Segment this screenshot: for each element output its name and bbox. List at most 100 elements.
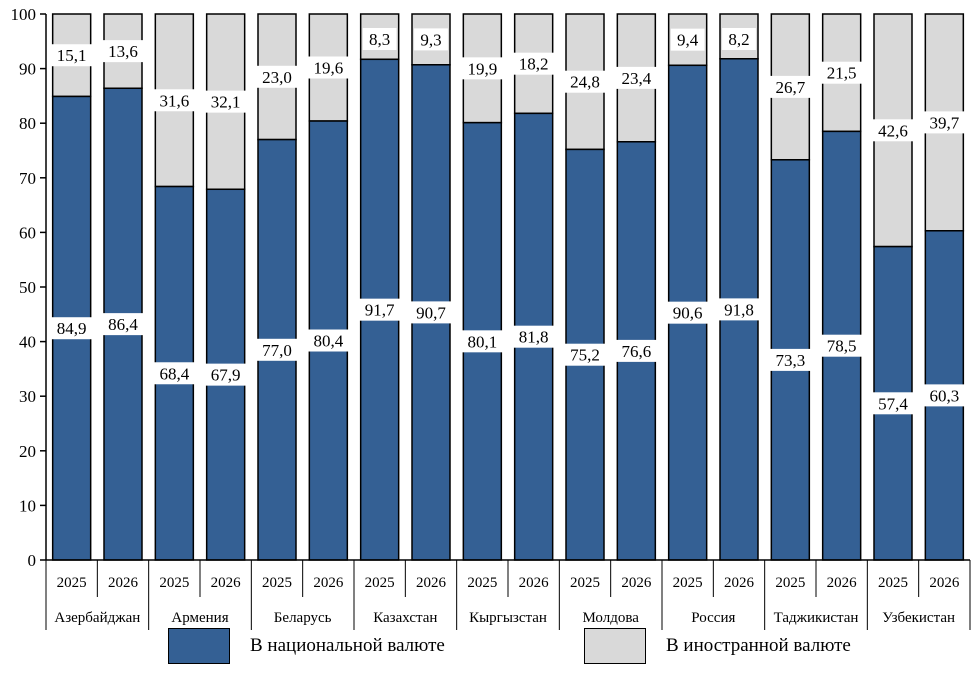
category-label: Азербайджан [54,610,140,626]
data-label-national: 81,8 [519,328,549,347]
legend-label-foreign: В иностранной валюте [666,635,851,656]
category-label: Таджикистан [774,610,859,626]
data-label-foreign-bg [722,28,756,50]
year-label: 2026 [724,575,755,591]
category-label: Беларусь [274,610,332,626]
data-label-national-bg [409,301,453,324]
data-label-national-bg [717,298,761,321]
data-label-national-bg [101,313,145,336]
data-label-national: 76,6 [621,342,651,361]
year-label: 2025 [673,575,703,591]
data-label-foreign-bg [50,44,93,67]
data-label-foreign: 8,2 [728,30,749,49]
legend-item-national: В национальной валюте [168,627,445,665]
data-label-national-bg [461,330,504,353]
data-label-national: 68,4 [159,364,189,383]
category-label: Узбекистан [882,610,955,626]
y-tick-label: 80 [19,114,36,133]
data-label-foreign-bg [923,111,966,134]
year-label: 2025 [570,575,600,591]
category-label: Казахстан [373,610,437,626]
category-label: Молдова [582,610,639,626]
data-label-foreign: 19,6 [313,59,343,78]
year-label: 2026 [827,575,858,591]
data-label-foreign: 8,3 [369,30,390,49]
data-label-foreign-bg [153,89,196,112]
year-label: 2025 [467,575,497,591]
y-tick-label: 90 [19,60,36,79]
data-label-national: 84,9 [57,319,87,338]
y-tick-label: 60 [19,223,36,242]
year-label: 2026 [519,575,550,591]
data-label-foreign: 18,2 [519,55,549,74]
data-label-national: 86,4 [108,315,138,334]
data-label-national-bg [204,363,247,386]
data-label-foreign-bg [871,119,915,142]
data-label-foreign: 32,1 [211,93,241,112]
category-label: Кыргызстан [469,610,547,626]
data-label-foreign-bg [204,90,247,113]
data-label-national-bg [50,317,93,340]
y-tick-label: 20 [19,442,36,461]
data-label-national: 57,4 [878,394,908,413]
data-label-national-bg [255,338,299,361]
legend-swatch-foreign [584,628,646,664]
data-label-national: 78,5 [827,337,857,356]
data-label-foreign: 24,8 [570,73,600,92]
data-label-foreign: 26,7 [775,78,805,97]
data-label-foreign-bg [362,28,397,50]
y-tick-label: 10 [19,496,36,515]
y-tick-label: 50 [19,278,36,297]
legend-item-foreign: В иностранной валюте [584,627,851,665]
data-label-foreign-bg [414,28,448,51]
data-label-national-bg [769,348,812,371]
data-label-national: 91,8 [724,300,754,319]
data-label-national-bg [666,301,709,324]
data-label-national: 90,7 [416,303,446,322]
category-label: Россия [691,610,735,626]
data-label-foreign: 21,5 [827,64,857,83]
category-label: Армения [171,610,228,626]
data-label-foreign: 19,9 [467,59,497,78]
data-label-national-bg [153,362,196,385]
data-label-national: 80,1 [467,332,497,351]
year-label: 2025 [262,575,292,591]
y-tick-label: 0 [28,551,37,570]
year-label: 2026 [313,575,344,591]
data-label-foreign: 23,0 [262,68,292,87]
year-label: 2026 [211,575,242,591]
data-label-national: 67,9 [211,366,241,385]
data-label-foreign: 23,4 [621,69,651,88]
year-label: 2026 [621,575,652,591]
data-label-national: 75,2 [570,346,600,365]
y-tick-label: 30 [19,387,36,406]
data-label-national-bg [923,384,966,407]
data-label-national-bg [563,343,607,366]
data-label-foreign: 9,4 [677,31,699,50]
y-tick-label: 100 [11,5,37,24]
data-label-foreign-bg [461,57,504,80]
data-label-national-bg [615,339,658,362]
year-label: 2025 [365,575,395,591]
data-label-foreign-bg [101,40,145,63]
data-label-foreign-bg [820,61,863,84]
data-label-foreign-bg [769,75,812,98]
data-label-national: 91,7 [365,301,395,320]
data-label-national-bg [871,392,915,415]
data-label-national: 73,3 [775,351,805,370]
data-label-national: 60,3 [929,386,959,405]
data-label-national-bg [512,325,555,348]
data-label-foreign: 42,6 [878,121,908,140]
data-label-foreign-bg [563,70,607,93]
data-label-foreign-bg [512,52,555,75]
legend-swatch-national [168,628,230,664]
data-label-foreign: 31,6 [159,91,189,110]
data-label-foreign-bg [255,65,299,88]
year-label: 2026 [416,575,447,591]
y-tick-label: 40 [19,333,36,352]
data-label-national-bg [358,298,401,321]
data-label-national: 80,4 [313,332,343,351]
year-label: 2025 [57,575,87,591]
year-label: 2026 [108,575,139,591]
